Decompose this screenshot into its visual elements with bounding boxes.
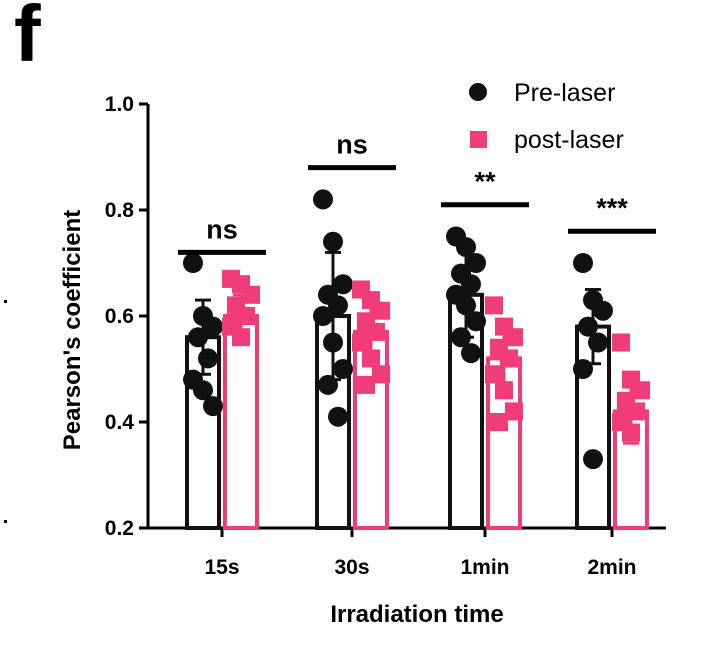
legend-label-post-laser: post-laser — [514, 126, 624, 154]
point-pre-laser — [573, 253, 593, 273]
x-tick-label: 2min — [587, 556, 636, 579]
data-points — [183, 189, 650, 470]
point-post-laser — [237, 307, 255, 325]
point-pre-laser — [188, 327, 208, 348]
y-tick-label: 0.4 — [105, 411, 135, 434]
significance-label: *** — [596, 193, 628, 223]
significance-label: ns — [206, 214, 238, 244]
point-post-laser — [485, 365, 503, 384]
point-pre-laser — [193, 380, 213, 401]
point-pre-laser — [333, 274, 353, 295]
y-axis-title: Pearson's coefficient — [59, 210, 86, 450]
significance-label: ns — [336, 130, 368, 160]
point-pre-laser — [313, 189, 333, 210]
point-post-laser — [490, 413, 508, 431]
point-post-laser — [500, 349, 518, 368]
point-post-laser — [372, 301, 390, 320]
point-pre-laser — [318, 374, 338, 395]
bar-post-laser — [223, 314, 259, 530]
x-tick-label: 15s — [204, 556, 239, 579]
point-post-laser — [357, 375, 375, 394]
legend-label-pre-laser: Pre-laser — [514, 79, 615, 107]
point-pre-laser — [203, 396, 223, 417]
point-pre-laser — [593, 300, 613, 321]
edge-mark — [4, 520, 7, 523]
point-post-laser — [505, 328, 523, 347]
point-post-laser — [495, 381, 513, 400]
y-tick-label: 0.6 — [105, 305, 134, 328]
legend-marker-post-laser — [470, 131, 487, 148]
point-pre-laser — [461, 343, 481, 364]
y-tick-label: 0.2 — [105, 517, 134, 540]
panel-letter: f — [14, 0, 41, 78]
x-axis-title: Irradiation time — [330, 601, 503, 628]
point-pre-laser — [456, 237, 476, 258]
point-pre-laser — [323, 231, 343, 252]
axes: 0.2 0.4 0.6 0.8 1.0 15s 30s 1min 2min Irradiation… — [59, 93, 666, 628]
point-pre-laser — [198, 348, 218, 369]
point-pre-laser — [578, 316, 598, 337]
point-post-laser — [372, 365, 390, 384]
point-post-laser — [362, 349, 380, 368]
x-tick-label: 1min — [460, 556, 509, 579]
point-pre-laser — [466, 311, 486, 332]
point-pre-laser — [333, 359, 353, 379]
point-post-laser — [632, 381, 650, 400]
point-post-laser — [242, 285, 260, 304]
point-pre-laser — [328, 406, 348, 427]
point-post-laser — [367, 322, 385, 341]
point-pre-laser — [203, 316, 223, 337]
point-post-laser — [232, 328, 250, 347]
point-post-laser — [485, 296, 503, 315]
point-pre-laser — [451, 327, 471, 348]
point-post-laser — [612, 333, 630, 352]
y-tick-label: 0.8 — [105, 199, 135, 222]
point-post-laser — [352, 333, 370, 352]
significance-label: ** — [474, 167, 496, 197]
point-pre-laser — [588, 332, 608, 353]
point-post-laser — [505, 402, 523, 421]
point-pre-laser — [456, 295, 476, 316]
point-pre-laser — [323, 332, 343, 353]
x-tick-label: 30s — [334, 556, 369, 579]
edge-mark — [4, 300, 7, 303]
point-pre-laser — [461, 274, 481, 295]
point-pre-laser — [466, 253, 486, 273]
point-pre-laser — [313, 306, 333, 326]
point-post-laser — [627, 402, 645, 421]
point-pre-laser — [573, 359, 593, 379]
y-tick-label: 1.0 — [105, 93, 134, 116]
point-pre-laser — [183, 253, 203, 273]
legend: Pre-laser post-laser — [469, 79, 624, 154]
point-post-laser — [622, 423, 640, 442]
point-pre-laser — [583, 449, 603, 470]
point-pre-laser — [328, 295, 348, 316]
legend-marker-pre-laser — [469, 83, 487, 101]
